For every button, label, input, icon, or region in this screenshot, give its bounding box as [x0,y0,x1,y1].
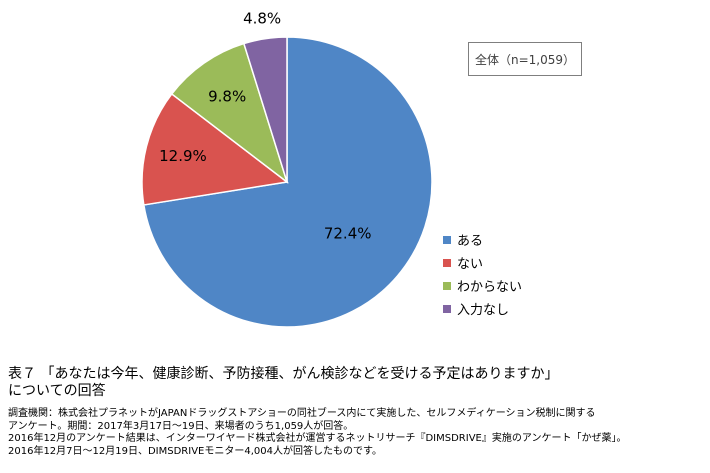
caption-title-line: についての回答 [8,383,106,399]
legend-swatch [443,235,451,244]
sample-size-label: 全体（n=1,059） [468,42,582,76]
slice-data-label: 9.8% [208,87,246,105]
legend-label: ある [457,234,484,249]
legend-swatch [443,258,451,267]
slice-data-label: 72.4% [324,225,372,243]
caption-note-line: 2016年12月7日〜12月19日、DIMSDRIVEモニター4,004人が回答… [8,445,382,457]
caption-note-line: アンケート。期間：2017年3月17日〜19日、来場者のうち1,059人が回答。 [8,420,354,432]
caption-notes: 調査機関：株式会社プラネットがJAPANドラッグストアショーの同社ブース内にて実… [8,408,708,458]
caption-note-line: 2016年12月のアンケート結果は、インターワイヤード株式会社が運営するネットリ… [8,433,627,444]
legend-swatch [443,304,451,313]
caption-note-line: 調査機関：株式会社プラネットがJAPANドラッグストアショーの同社ブース内にて実… [8,408,596,419]
pie-chart: 72.4% 12.9% 9.8% 4.8% [141,10,433,328]
caption-title: 表７ 「あなたは今年、健康診断、予防接種、がん検診などを受ける予定はありますか」… [8,366,698,400]
legend-item-nai: ない [443,251,522,274]
legend-label: 入力なし [457,303,510,318]
pie-slice [170,42,289,185]
caption-title-line: 表７ 「あなたは今年、健康診断、予防接種、がん検診などを受ける予定はありますか」 [8,366,559,382]
legend: ある ない わからない 入力なし [443,228,522,320]
slice-data-label: 4.8% [243,10,281,28]
legend-item-nyuryokunashi: 入力なし [443,297,522,320]
legend-item-wakaranai: わからない [443,274,522,297]
pie-slice [242,36,288,183]
legend-item-aru: ある [443,228,522,251]
pie-slice [141,92,289,206]
legend-label: わからない [457,280,523,295]
slice-data-label: 12.9% [159,147,207,165]
legend-swatch [443,281,451,290]
legend-label: ない [457,257,484,272]
